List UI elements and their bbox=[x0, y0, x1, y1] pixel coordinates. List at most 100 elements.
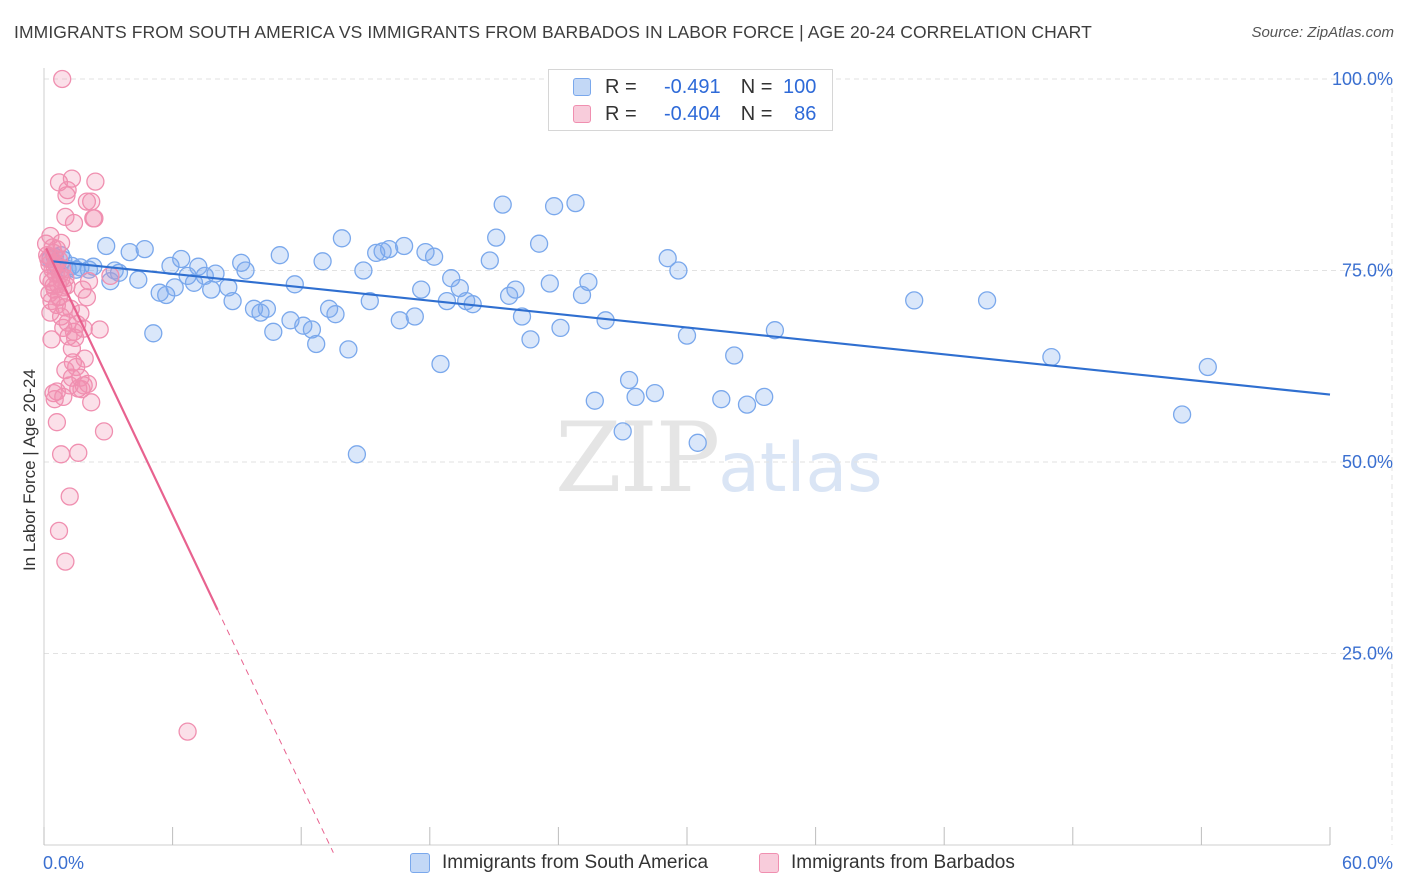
data-point bbox=[354, 261, 373, 280]
data-point bbox=[480, 251, 499, 270]
data-point bbox=[264, 322, 283, 341]
data-point bbox=[339, 340, 358, 359]
data-point bbox=[977, 291, 997, 310]
data-point bbox=[551, 318, 570, 338]
data-point bbox=[493, 195, 512, 214]
data-point bbox=[49, 287, 69, 306]
data-point bbox=[360, 291, 379, 311]
legend-r-value: -0.404 bbox=[663, 102, 721, 125]
legend-row-south-america: R = -0.491 N = 100 bbox=[549, 74, 816, 100]
legend-n-label: N = bbox=[740, 102, 773, 125]
series-points-1 bbox=[36, 69, 197, 741]
watermark-atlas: atlas bbox=[718, 429, 883, 508]
data-point bbox=[307, 334, 326, 354]
data-point bbox=[144, 324, 163, 343]
data-point bbox=[540, 274, 559, 293]
y-tick-label: 75.0% bbox=[1342, 261, 1393, 281]
data-point bbox=[178, 722, 197, 741]
data-point bbox=[120, 242, 139, 262]
data-point bbox=[223, 291, 242, 311]
series-swatch-barbados bbox=[759, 853, 779, 873]
series-legend-barbados: Immigrants from Barbados bbox=[759, 852, 1015, 874]
data-point bbox=[62, 368, 82, 387]
data-point bbox=[677, 326, 697, 345]
data-point bbox=[755, 387, 774, 407]
data-point bbox=[394, 236, 414, 256]
data-point bbox=[135, 239, 154, 259]
chart-title: IMMIGRANTS FROM SOUTH AMERICA VS IMMIGRA… bbox=[14, 22, 1092, 42]
data-point bbox=[326, 305, 345, 324]
data-point bbox=[56, 552, 75, 571]
data-point bbox=[585, 391, 604, 410]
data-point bbox=[55, 298, 74, 317]
data-point bbox=[51, 445, 71, 464]
y-tick-label: 50.0% bbox=[1342, 452, 1393, 472]
data-point bbox=[765, 321, 785, 340]
trend-line-1 bbox=[45, 247, 219, 611]
data-point bbox=[57, 186, 76, 205]
watermark: ZIPatlas bbox=[555, 402, 883, 514]
data-point bbox=[101, 266, 120, 286]
data-point bbox=[1042, 347, 1061, 367]
data-point bbox=[51, 233, 71, 253]
data-point bbox=[54, 387, 73, 407]
data-point bbox=[270, 246, 289, 265]
data-point bbox=[82, 393, 101, 412]
data-point bbox=[506, 280, 525, 299]
data-point bbox=[1198, 357, 1217, 377]
legend-swatch-south-america bbox=[573, 78, 591, 96]
data-point bbox=[42, 330, 61, 349]
grid bbox=[44, 78, 1393, 845]
watermark-zip: ZIP bbox=[555, 402, 720, 514]
tick-labels: 25.0% 50.0% 75.0% 100.0% 0.0% 60.0% bbox=[43, 69, 1393, 873]
data-point bbox=[189, 257, 208, 276]
legend-swatch-barbados bbox=[573, 105, 591, 123]
data-point bbox=[619, 370, 639, 390]
data-point bbox=[347, 445, 367, 464]
data-point bbox=[60, 487, 79, 506]
data-point bbox=[658, 249, 677, 268]
series-points-0 bbox=[41, 193, 1217, 464]
data-point bbox=[579, 272, 598, 292]
data-point bbox=[313, 252, 332, 271]
axes bbox=[43, 68, 1331, 846]
data-point bbox=[257, 299, 277, 318]
data-point bbox=[905, 291, 924, 310]
data-point bbox=[41, 303, 60, 322]
legend-r-label: R = bbox=[605, 75, 637, 98]
data-point bbox=[77, 288, 97, 307]
data-point bbox=[379, 239, 399, 259]
series-legend: Immigrants from South America Immigrants… bbox=[0, 852, 1406, 878]
data-point bbox=[302, 320, 322, 339]
correlation-legend: R = -0.491 N = 100 R = -0.404 N = 86 bbox=[548, 69, 833, 131]
data-point bbox=[53, 69, 72, 89]
x-tick-label: 0.0% bbox=[43, 853, 84, 873]
data-point bbox=[431, 354, 450, 374]
data-point bbox=[165, 278, 184, 297]
data-point bbox=[529, 234, 549, 253]
y-tick-label: 25.0% bbox=[1342, 644, 1393, 664]
data-point bbox=[94, 422, 114, 441]
data-point bbox=[512, 307, 532, 326]
data-point bbox=[1172, 405, 1192, 424]
data-point bbox=[412, 280, 431, 299]
series-name-south-america: Immigrants from South America bbox=[442, 852, 709, 873]
data-point bbox=[49, 521, 69, 541]
x-tick-label: 60.0% bbox=[1342, 853, 1393, 873]
data-point bbox=[79, 272, 99, 291]
data-point bbox=[688, 433, 707, 452]
data-points bbox=[36, 69, 1217, 741]
data-point bbox=[725, 346, 744, 365]
data-point bbox=[613, 422, 632, 441]
legend-r-label: R = bbox=[605, 102, 637, 125]
series-name-barbados: Immigrants from Barbados bbox=[791, 852, 1015, 873]
source-label: Source: ZipAtlas.com bbox=[1251, 24, 1394, 41]
trend-lines bbox=[45, 247, 1331, 853]
trend-line-extension-1 bbox=[217, 609, 334, 853]
legend-n-value: 86 bbox=[794, 102, 817, 125]
data-point bbox=[236, 261, 255, 280]
legend-row-barbados: R = -0.404 N = 86 bbox=[549, 101, 816, 127]
data-point bbox=[129, 270, 148, 289]
data-point bbox=[390, 311, 409, 330]
